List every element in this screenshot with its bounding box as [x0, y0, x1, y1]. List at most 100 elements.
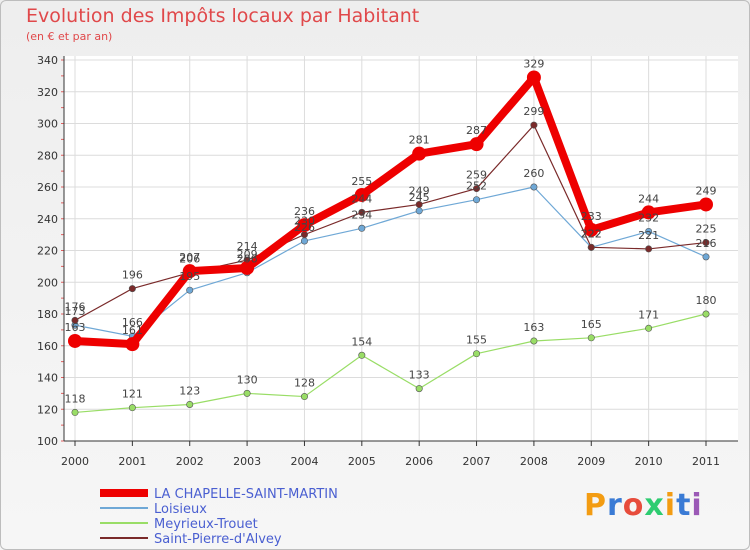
data-point: [128, 404, 136, 412]
x-tick-label: 2008: [520, 455, 548, 468]
data-label: 222: [581, 227, 602, 240]
data-label: 118: [65, 392, 86, 405]
data-label: 128: [294, 377, 315, 390]
data-label: 245: [409, 191, 430, 204]
x-tick-label: 2002: [176, 455, 204, 468]
y-tick-label: 280: [37, 149, 58, 162]
data-label: 161: [122, 324, 143, 337]
series-line-1: [74, 186, 707, 337]
data-label: 154: [351, 335, 372, 348]
data-point: [415, 207, 423, 215]
data-label: 206: [179, 253, 200, 266]
x-tick-label: 2007: [463, 455, 491, 468]
data-point: [68, 333, 82, 348]
data-label: 232: [638, 211, 659, 224]
y-tick-label: 200: [37, 276, 58, 289]
y-tick-label: 220: [37, 245, 58, 258]
data-point: [702, 239, 710, 247]
chart-subtitle: (en € et par an): [26, 30, 113, 43]
data-label: 209: [237, 248, 258, 261]
y-tick-label: 120: [37, 403, 58, 416]
y-tick-label: 100: [37, 435, 58, 448]
y-tick-label: 320: [37, 86, 58, 99]
data-label: 207: [179, 251, 200, 264]
data-point: [182, 264, 197, 279]
x-tick-label: 2011: [692, 455, 720, 468]
data-label: 233: [581, 210, 602, 223]
legend-label: Saint-Pierre-d'Alvey: [154, 532, 282, 547]
y-tick-label: 180: [37, 308, 58, 321]
data-point: [473, 350, 481, 358]
series-line-2: [74, 313, 707, 414]
data-point: [530, 121, 538, 129]
y-tick-label: 240: [37, 213, 58, 226]
data-point: [526, 70, 541, 85]
data-label: 222: [581, 227, 602, 240]
y-tick-label: 340: [37, 54, 58, 67]
data-point: [702, 253, 710, 261]
data-label: 230: [294, 215, 315, 228]
series-line-0: [71, 73, 710, 349]
data-label: 221: [638, 229, 659, 242]
data-label: 163: [523, 321, 544, 334]
data-point: [71, 408, 79, 416]
data-label: 133: [409, 369, 430, 382]
data-label: 155: [466, 334, 487, 347]
data-point: [530, 183, 538, 191]
chart-title: Evolution des Impôts locaux par Habitant: [26, 5, 420, 27]
legend-label: Meyrieux-Trouet: [154, 517, 258, 532]
data-label: 249: [409, 184, 430, 197]
data-point: [358, 351, 366, 359]
data-label: 196: [122, 269, 143, 282]
data-label: 206: [237, 253, 258, 266]
data-label: 260: [523, 167, 544, 180]
data-label: 123: [179, 384, 200, 397]
data-label: 171: [638, 308, 659, 321]
data-point: [473, 185, 481, 193]
data-label: 176: [65, 300, 86, 313]
x-tick-label: 2006: [405, 455, 433, 468]
data-point: [415, 200, 423, 208]
data-point: [358, 208, 366, 216]
data-point: [300, 393, 308, 401]
data-point: [240, 260, 255, 275]
data-point: [702, 310, 710, 318]
data-label: 244: [351, 192, 372, 205]
x-tick-label: 2005: [348, 455, 376, 468]
data-point: [584, 222, 599, 237]
data-label: 195: [179, 270, 200, 283]
data-point: [469, 137, 484, 152]
data-point: [186, 286, 194, 294]
data-point: [186, 400, 194, 408]
data-point: [641, 205, 656, 220]
data-label: 244: [638, 192, 659, 205]
series-line-3: [74, 124, 707, 321]
data-label: 225: [696, 223, 717, 236]
data-point: [587, 334, 595, 342]
legend-label: LA CHAPELLE-SAINT-MARTIN: [154, 487, 338, 502]
data-point: [412, 146, 427, 161]
x-tick-label: 2001: [118, 455, 146, 468]
data-label: 226: [294, 221, 315, 234]
data-label: 259: [466, 169, 487, 182]
data-label: 287: [466, 124, 487, 137]
x-tick-label: 2009: [577, 455, 605, 468]
data-point: [699, 197, 713, 212]
x-tick-label: 2004: [290, 455, 318, 468]
data-point: [358, 224, 366, 232]
y-tick-label: 140: [37, 372, 58, 385]
data-label: 173: [65, 305, 86, 318]
data-point: [243, 389, 251, 397]
data-point: [645, 245, 653, 253]
data-label: 234: [351, 208, 372, 221]
x-tick-label: 2003: [233, 455, 261, 468]
data-label: 255: [351, 175, 372, 188]
data-label: 252: [466, 180, 487, 193]
data-label: 329: [523, 57, 544, 70]
data-point: [473, 196, 481, 204]
data-point: [587, 243, 595, 251]
y-tick-label: 160: [37, 340, 58, 353]
x-tick-label: 2000: [61, 455, 89, 468]
data-point: [125, 337, 140, 352]
